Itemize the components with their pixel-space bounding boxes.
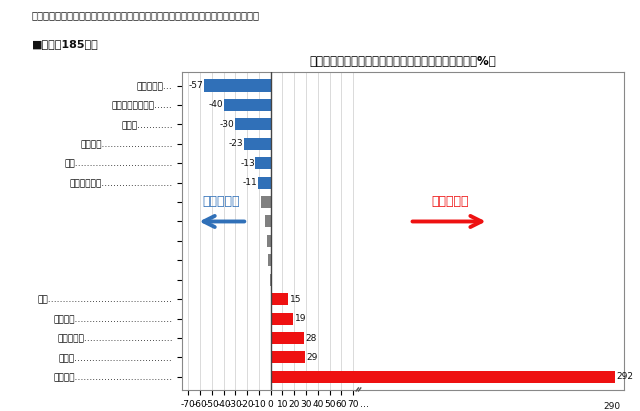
Bar (223, 99, 271, 111)
Text: 15: 15 (290, 295, 301, 304)
Title: 現在の食品の摂取パターンからの摂取量からの変化（%）: 現在の食品の摂取パターンからの摂取量からの変化（%） (310, 55, 497, 68)
Bar (204, 79, 271, 92)
Text: -11: -11 (243, 178, 257, 187)
Text: -57: -57 (188, 81, 203, 90)
Bar (271, 351, 305, 363)
Text: -40: -40 (209, 100, 223, 109)
Bar (255, 157, 271, 169)
Bar (244, 138, 271, 150)
Bar (267, 235, 271, 247)
Text: 292: 292 (616, 372, 634, 381)
Text: ···: ··· (360, 402, 369, 411)
Text: -13: -13 (240, 159, 255, 168)
Bar (268, 254, 271, 266)
Bar (269, 274, 271, 286)
Text: 19: 19 (295, 314, 307, 323)
Bar (271, 371, 614, 383)
Text: -23: -23 (228, 139, 243, 148)
Text: 28: 28 (305, 333, 317, 342)
Bar (265, 215, 271, 228)
Bar (261, 196, 271, 208)
Bar (258, 177, 271, 189)
Text: 増加が必要: 増加が必要 (431, 195, 468, 208)
Bar (236, 118, 271, 130)
Text: ■女性（185人）: ■女性（185人） (32, 39, 99, 49)
Text: 29: 29 (307, 353, 318, 362)
Bar (271, 293, 289, 305)
Text: -30: -30 (220, 120, 235, 129)
Text: 削減が必要: 削減が必要 (202, 195, 240, 208)
Text: 最適化された食品の摂取パターンにおける食品の摂取量と現在の食品の摂取量の比較: 最適化された食品の摂取パターンにおける食品の摂取量と現在の食品の摂取量の比較 (32, 10, 260, 20)
Bar (271, 332, 304, 344)
Text: 290: 290 (604, 402, 621, 411)
Bar (271, 313, 293, 325)
